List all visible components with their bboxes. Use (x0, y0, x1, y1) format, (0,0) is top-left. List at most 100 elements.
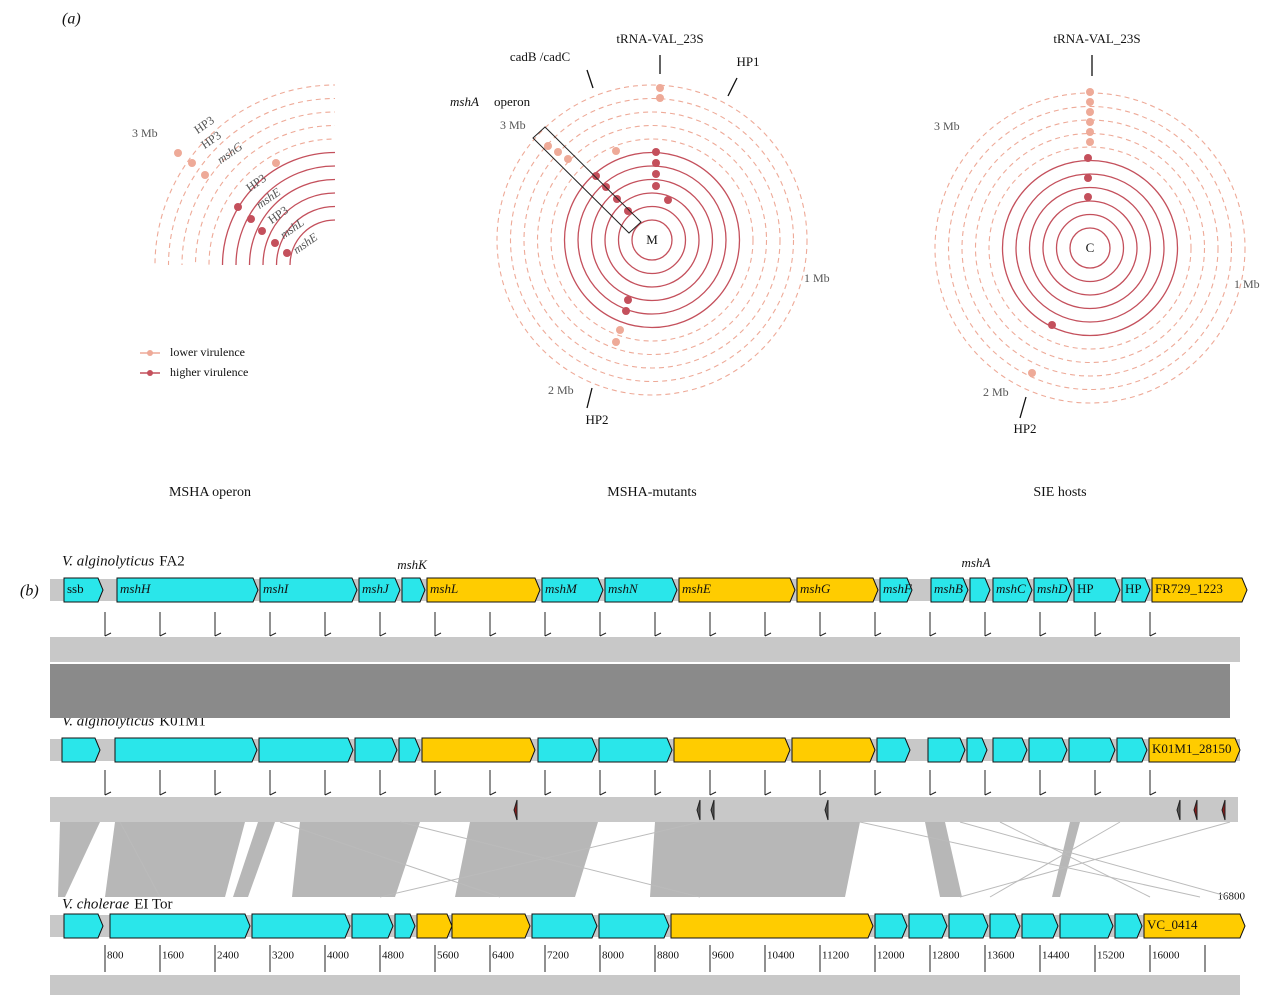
gene (394, 913, 416, 939)
gene (992, 577, 1033, 603)
homology-line (999, 821, 1151, 898)
label: cadB /cadC (510, 49, 570, 64)
dot (1086, 128, 1094, 136)
ruler-foot (1094, 791, 1102, 796)
gene (1143, 913, 1246, 939)
ruler-foot (104, 791, 112, 796)
gene (398, 737, 421, 763)
dot (656, 94, 664, 102)
dot (188, 159, 196, 167)
label: 1 Mb (804, 271, 830, 285)
legend-dot (147, 350, 153, 356)
label: HP (1077, 581, 1094, 596)
ruler-foot (489, 791, 497, 796)
label: tRNA-VAL_23S (1053, 31, 1140, 46)
blast-bar (50, 637, 1240, 662)
gene (908, 913, 948, 939)
ruler-foot (544, 632, 552, 637)
gene (537, 737, 598, 763)
ruler-foot (434, 791, 442, 796)
dot (283, 249, 291, 257)
label: mshA (962, 555, 991, 570)
inversion-mark (824, 799, 829, 821)
dot (612, 147, 620, 155)
gene (426, 577, 541, 603)
ruler-foot (159, 632, 167, 637)
gene (358, 577, 401, 603)
ruler-label: 14400 (1042, 950, 1070, 962)
homology-block (233, 822, 275, 897)
dot (544, 142, 552, 150)
ring (194, 124, 335, 265)
ruler-foot (984, 632, 992, 637)
label: mshK (397, 557, 428, 572)
dot (1086, 118, 1094, 126)
label: MSHA operon (169, 485, 251, 500)
gene (541, 577, 604, 603)
homology-block (650, 822, 860, 897)
gene (796, 577, 879, 603)
callout-line (586, 387, 593, 409)
homology-line (379, 821, 701, 898)
ring (947, 105, 1233, 391)
ruler-label: 3200 (272, 950, 295, 962)
gene (678, 577, 796, 603)
blast-bar (50, 975, 1240, 995)
dot (652, 148, 660, 156)
dot (1028, 369, 1036, 377)
label: mshN (608, 581, 639, 596)
label: 1 Mb (1234, 277, 1260, 291)
ruler-label: 8800 (657, 950, 680, 962)
dot (564, 155, 572, 163)
dot (1086, 88, 1094, 96)
label: M (646, 232, 658, 247)
ring (961, 119, 1219, 377)
ring (1055, 213, 1125, 283)
ruler-label: 7200 (547, 950, 570, 962)
inversion-mark (1176, 799, 1181, 821)
homology-block (1052, 822, 1080, 897)
gene (1151, 577, 1248, 603)
gene (259, 577, 358, 603)
label: mshD (1037, 581, 1068, 596)
gene (1068, 737, 1116, 763)
ring (509, 97, 795, 383)
gene (1028, 737, 1068, 763)
gene (1148, 737, 1241, 763)
ruler-label: 4000 (327, 950, 350, 962)
label: mshI (263, 581, 289, 596)
gene (421, 737, 536, 763)
gene (258, 737, 354, 763)
homology-line (119, 821, 161, 898)
ruler-foot (1039, 791, 1047, 796)
ruler-label: 13600 (987, 950, 1015, 962)
panel-label: (b) (20, 583, 39, 600)
ruler-foot (764, 632, 772, 637)
label: mshH (120, 581, 151, 596)
dot (174, 149, 182, 157)
gene (116, 577, 259, 603)
ruler-foot (929, 632, 937, 637)
gene (1114, 913, 1143, 939)
dot (656, 84, 664, 92)
gene (992, 737, 1028, 763)
label: 3 Mb (500, 118, 526, 132)
ruler-label: 800 (107, 950, 124, 962)
label: 3 Mb (132, 126, 158, 140)
label: lower virulence (170, 345, 245, 359)
dot (652, 159, 660, 167)
gene (670, 913, 874, 939)
label: 2 Mb (548, 383, 574, 397)
label: 3 Mb (934, 119, 960, 133)
dot (1086, 108, 1094, 116)
ruler-label: 12000 (877, 950, 905, 962)
dot (247, 215, 255, 223)
gene (1073, 577, 1121, 603)
dot (258, 227, 266, 235)
ruler-label: 1600 (162, 950, 185, 962)
dot (652, 170, 660, 178)
ring (604, 192, 700, 288)
ring (1069, 227, 1111, 269)
ruler-label: 10400 (767, 950, 795, 962)
inversion-mark (1221, 799, 1226, 821)
